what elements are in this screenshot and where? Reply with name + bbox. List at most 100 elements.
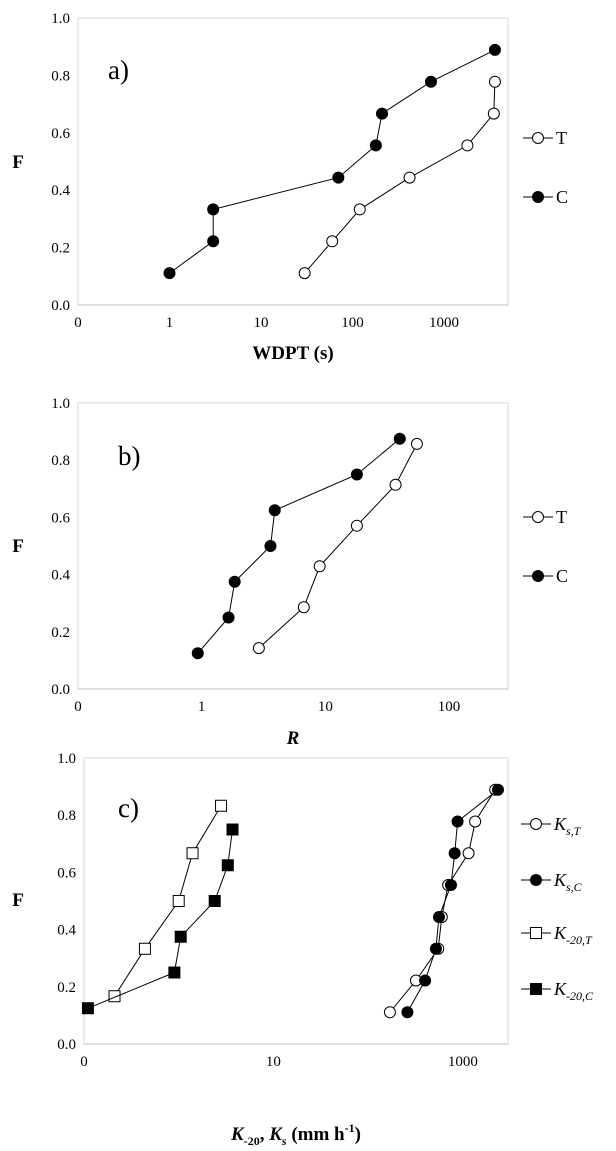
y-axis-title: F: [12, 536, 24, 557]
x-tick-labels: 0 1 10 100 1000: [74, 315, 459, 331]
data-point: [326, 235, 339, 248]
y-tick-label: 0.0: [51, 682, 70, 698]
data-point: [215, 799, 228, 812]
y-tick-label: 0.8: [51, 68, 70, 84]
x-tick-label: 0: [74, 315, 82, 331]
data-point: [403, 171, 416, 184]
y-tick-labels: 0.0 0.2 0.4 0.6 0.8 1.0: [57, 751, 76, 1053]
x-title-sub: -20: [244, 1134, 260, 1148]
plot-frame: [77, 402, 509, 690]
legend-subscript: -20,T: [566, 933, 593, 947]
legend-subscript: s,T: [566, 824, 582, 838]
x-tick-labels: 0 10 1000: [80, 1054, 478, 1070]
y-tick-labels: 0.0 0.2 0.4 0.6 0.8 1.0: [51, 11, 70, 314]
x-axis-title: WDPT (s): [252, 343, 333, 364]
data-point: [444, 878, 457, 891]
y-tick-label: 1.0: [51, 396, 70, 412]
data-point: [81, 1002, 94, 1015]
legend-subscript: s,C: [566, 880, 583, 894]
x-tick-label: 0: [74, 699, 82, 715]
x-tick-label: 100: [438, 699, 461, 715]
y-tick-label: 0.4: [51, 568, 70, 584]
data-point: [186, 847, 199, 860]
x-tick-labels: 0 1 10 100: [74, 699, 460, 715]
data-point: [491, 783, 504, 796]
data-point: [332, 171, 345, 184]
legend-marker: [530, 818, 542, 830]
legend-subscript: -20,C: [566, 989, 594, 1003]
legend-label: Ks,T: [553, 814, 582, 838]
y-tick-label: 0.8: [51, 453, 70, 469]
data-point: [191, 647, 204, 660]
series-layer: [81, 783, 504, 1019]
legend-item-c: C: [523, 187, 568, 207]
legend-main: K: [553, 979, 567, 999]
legend-label: K-20,T: [553, 923, 593, 947]
legend-item-t: T: [523, 128, 567, 148]
legend-item-k20-t: K-20,T: [521, 923, 593, 947]
data-point: [207, 203, 220, 216]
y-tick-label: 0.0: [51, 298, 70, 314]
series-layer: [163, 43, 501, 280]
data-point: [389, 478, 402, 491]
legend-main: K: [553, 814, 567, 834]
y-tick-label: 0.6: [51, 126, 70, 142]
data-point: [350, 519, 363, 532]
data-point: [168, 966, 181, 979]
x-title-sep: ,: [260, 1124, 270, 1145]
y-tick-label: 1.0: [51, 11, 70, 27]
y-tick-label: 0.6: [57, 865, 76, 881]
data-point: [469, 815, 482, 828]
data-point: [401, 1006, 414, 1019]
legend-label: T: [556, 507, 567, 527]
data-point: [410, 437, 423, 450]
data-point: [297, 601, 310, 614]
data-point: [353, 203, 366, 216]
plot-frame: [77, 17, 509, 306]
panel-c: c) F K-20, Ks (mm h-1) 0.00.20.40.60.81.…: [12, 751, 594, 1148]
data-point: [207, 235, 220, 248]
data-point: [451, 815, 464, 828]
x-axis-title: K-20, Ks (mm h-1): [230, 1121, 361, 1148]
data-point: [221, 859, 234, 872]
series-line: [114, 805, 222, 997]
x-title-k2: K: [268, 1124, 283, 1145]
y-tick-label: 0.2: [57, 980, 76, 996]
data-point: [488, 43, 501, 56]
data-point: [108, 990, 121, 1003]
legend: T C: [523, 128, 568, 207]
y-tick-label: 0.2: [51, 625, 70, 641]
data-point: [376, 107, 389, 120]
y-tick-label: 0.4: [57, 923, 76, 939]
legend-marker: [530, 927, 542, 939]
x-axis-title: R: [286, 728, 300, 749]
panel-label: c): [118, 793, 139, 823]
legend-label: Ks,C: [553, 870, 583, 894]
legend-marker: [532, 570, 544, 582]
legend-item-ks-t: Ks,T: [521, 814, 582, 838]
data-point: [228, 575, 241, 588]
data-point: [448, 847, 461, 860]
data-point: [432, 911, 445, 924]
legend-item-c: C: [523, 566, 568, 586]
data-point: [461, 139, 474, 152]
x-tick-label: 1000: [448, 1054, 478, 1070]
x-title-close: ): [355, 1124, 361, 1145]
data-point: [487, 107, 500, 120]
legend-main: K: [553, 870, 567, 890]
y-tick-label: 0.8: [57, 808, 76, 824]
data-point: [172, 895, 185, 907]
panel-b: b) F R 0.0 0.2 0.4 0.6 0.8 1.0 0 1 10 100 T C: [12, 396, 568, 749]
y-axis-title: F: [12, 152, 24, 173]
data-point: [488, 75, 501, 88]
data-point: [313, 560, 326, 573]
y-tick-label: 0.0: [57, 1037, 76, 1053]
data-point: [226, 823, 239, 836]
legend-marker: [530, 874, 542, 886]
data-point: [264, 540, 277, 552]
x-tick-label: 1000: [429, 315, 459, 331]
y-tick-label: 0.4: [51, 183, 70, 199]
legend-item-t: T: [523, 507, 567, 527]
legend-label: C: [556, 187, 568, 207]
